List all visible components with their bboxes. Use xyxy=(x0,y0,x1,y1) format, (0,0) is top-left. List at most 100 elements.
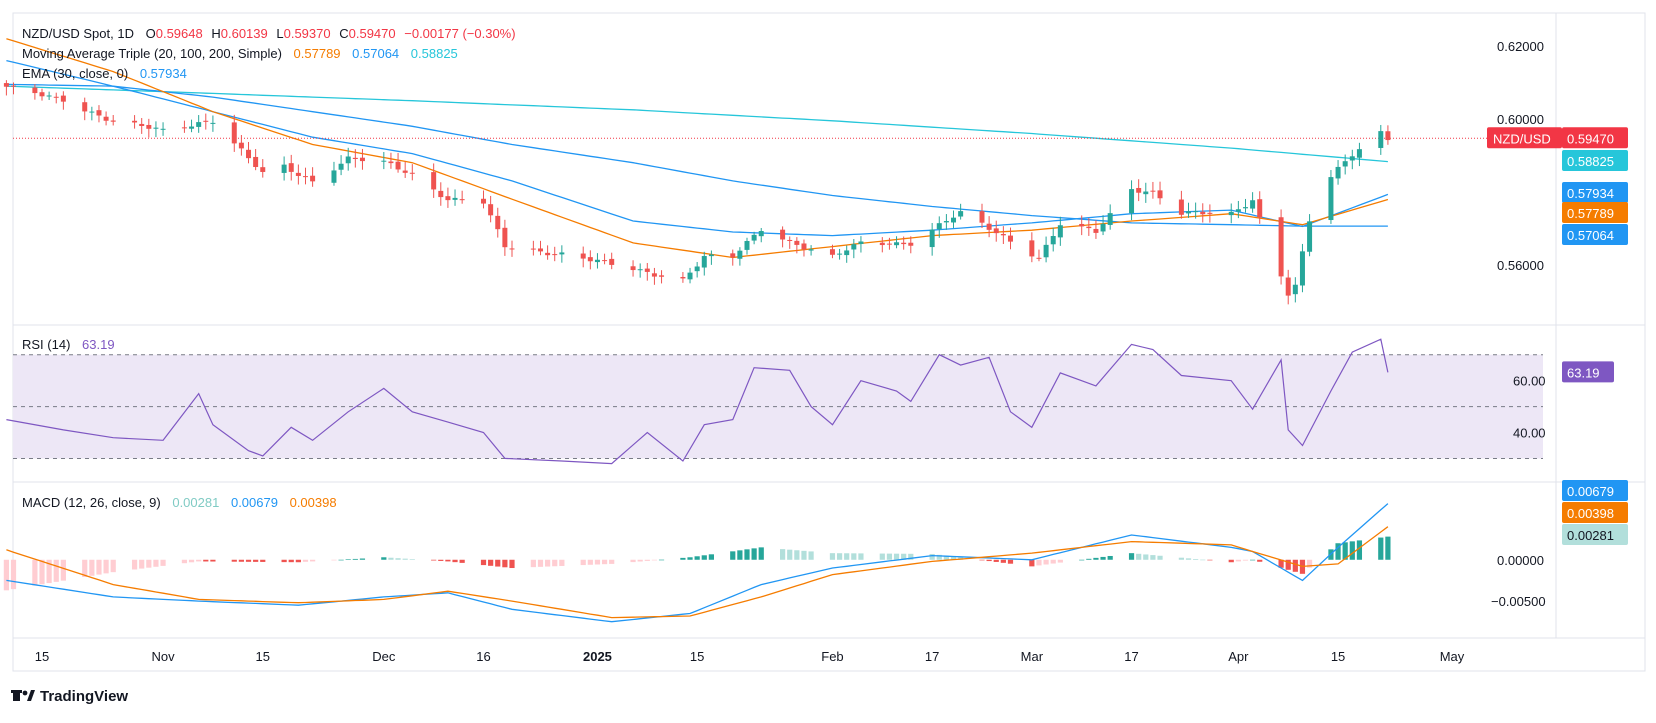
macd-histogram-bar xyxy=(203,559,209,562)
candle-body xyxy=(82,102,88,112)
candle xyxy=(160,122,166,136)
candle-body xyxy=(1335,166,1341,179)
macd-signal-badge: 0.00398 xyxy=(1562,502,1628,523)
macd-histogram-bar xyxy=(310,559,316,562)
candle-body xyxy=(780,229,786,240)
candle xyxy=(1242,198,1248,213)
legend-symbol[interactable]: NZD/USD Spot, 1D O0.59648 H0.60139 L0.59… xyxy=(22,26,516,41)
time-axis-tick: 15 xyxy=(35,649,49,664)
legend-change: −0.00177 (−0.30%) xyxy=(404,26,515,41)
macd-histogram-bar xyxy=(658,559,665,561)
candle xyxy=(1385,125,1391,145)
candle xyxy=(1129,180,1135,221)
candle xyxy=(153,121,159,138)
candle xyxy=(1143,182,1149,203)
candle xyxy=(1207,204,1213,223)
candle xyxy=(929,222,935,256)
candle xyxy=(837,248,843,260)
candle xyxy=(1029,232,1035,263)
price-axis-tick: 0.60000 xyxy=(1497,112,1544,127)
candle-body xyxy=(96,110,102,116)
candle-body xyxy=(1235,209,1241,212)
macd-histogram-bar xyxy=(1185,558,1192,560)
legend-ema[interactable]: EMA (30, close, 0) 0.57934 xyxy=(22,66,187,81)
macd-histogram-bar xyxy=(1100,556,1106,560)
time-axis-tick: May xyxy=(1440,649,1465,664)
candle-body xyxy=(196,122,202,127)
legend-macd-signal-value: 0.00398 xyxy=(290,495,337,510)
candle xyxy=(181,120,187,133)
macd-histogram-bar xyxy=(82,559,88,578)
candle xyxy=(858,236,864,253)
macd-histogram-bar xyxy=(829,553,836,560)
macd-histogram-bar xyxy=(801,550,807,560)
candle xyxy=(908,236,914,254)
time-axis-tick: 15 xyxy=(690,649,704,664)
candle xyxy=(1178,190,1184,219)
candle-body xyxy=(787,239,793,241)
candle-body xyxy=(1178,199,1184,215)
macd-histogram-bar xyxy=(96,559,102,575)
candle xyxy=(438,182,444,206)
macd-histogram-bar xyxy=(1378,537,1384,560)
candle-body xyxy=(758,231,764,237)
macd-histogram-badge-bg xyxy=(1562,524,1628,545)
macd-histogram-bar xyxy=(1079,559,1085,561)
legend-rsi[interactable]: RSI (14) 63.19 xyxy=(22,337,115,352)
sma-100-badge-bg xyxy=(1562,224,1628,245)
candle-body xyxy=(708,254,714,257)
macd-histogram-bar xyxy=(1200,559,1206,561)
candles-layer[interactable] xyxy=(3,80,1391,305)
candle-body xyxy=(160,128,166,130)
legend-ma-100-value: 0.57064 xyxy=(352,46,399,61)
macd-histogram-bar xyxy=(381,557,387,560)
macd-histogram-bar xyxy=(936,554,942,560)
candle xyxy=(1079,215,1085,236)
candle-body xyxy=(260,167,266,172)
candle xyxy=(1335,160,1341,185)
legend-symbol-name: NZD/USD Spot, 1D xyxy=(22,26,134,41)
candle-body xyxy=(395,161,401,170)
macd-histogram-bar xyxy=(1349,541,1355,560)
macd-histogram-bar xyxy=(295,559,301,563)
candle-body xyxy=(11,85,17,87)
legend-ma-triple[interactable]: Moving Average Triple (20, 100, 200, Sim… xyxy=(22,46,458,61)
macd-histogram-bar xyxy=(986,559,992,562)
candle xyxy=(53,92,59,104)
macd-line-badge-bg xyxy=(1562,480,1628,501)
candle-body xyxy=(181,127,187,129)
candle xyxy=(210,115,216,132)
candle-body xyxy=(559,252,565,255)
candle xyxy=(737,247,743,266)
sma-20-line xyxy=(6,38,1389,259)
macd-histogram-bar xyxy=(110,559,116,573)
candle xyxy=(744,237,750,255)
macd-histogram-bar xyxy=(53,559,59,582)
candle xyxy=(537,240,543,256)
candle-body xyxy=(1050,236,1056,245)
candle-body xyxy=(310,175,316,182)
candle-body xyxy=(438,190,444,198)
macd-histogram-bar xyxy=(594,559,601,565)
candle xyxy=(958,203,964,220)
macd-line xyxy=(6,503,1389,623)
candle-body xyxy=(1079,223,1085,227)
macd-histogram-bar xyxy=(452,559,458,563)
candle xyxy=(1328,170,1334,224)
candle-body xyxy=(331,170,337,183)
candle-body xyxy=(587,257,593,262)
macd-histogram-bar xyxy=(181,559,188,564)
candle-body xyxy=(637,269,643,271)
macd-histogram-bar xyxy=(3,559,9,591)
candle-body xyxy=(1007,235,1013,242)
candle xyxy=(1050,227,1056,252)
macd-histogram-bar xyxy=(502,559,508,568)
candle-body xyxy=(1285,277,1291,296)
macd-histogram-bar xyxy=(1207,559,1213,561)
macd-histogram-bar xyxy=(1036,559,1042,566)
candle xyxy=(409,164,415,181)
symbol-tag-bg xyxy=(1487,127,1562,149)
tradingview-logo-icon xyxy=(11,690,35,701)
legend-macd[interactable]: MACD (12, 26, close, 9) 0.00281 0.00679 … xyxy=(22,495,337,510)
macd-histogram-bar xyxy=(844,553,850,560)
